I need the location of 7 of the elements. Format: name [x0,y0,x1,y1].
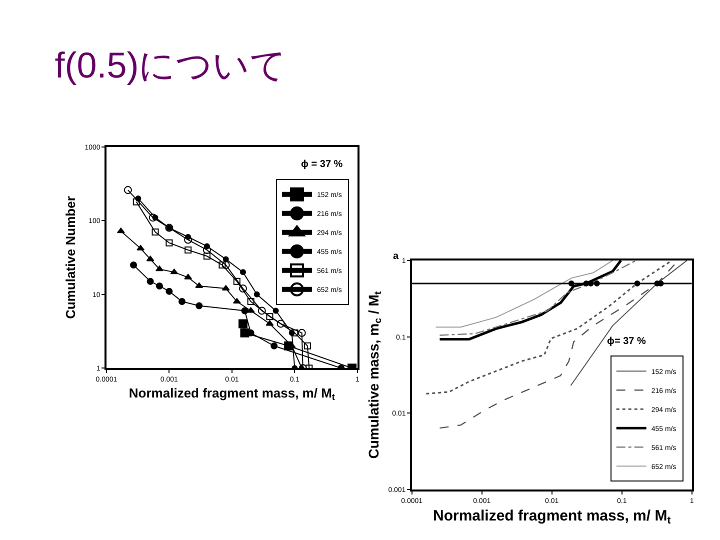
annotation: ϕ= 37 % [607,336,646,347]
chart-title: f(0.5)について [54,44,287,86]
y-axis-title: Cumulative Number [63,196,78,319]
x-axis-title: Normalized fragment mass, m/ M$_{t}$ [128,385,335,402]
annotation: ϕ = 37 % [301,159,343,170]
text: a [393,251,399,262]
x-axis-title: Normalized fragment mass, m/ M$_{t}$ [432,507,672,526]
